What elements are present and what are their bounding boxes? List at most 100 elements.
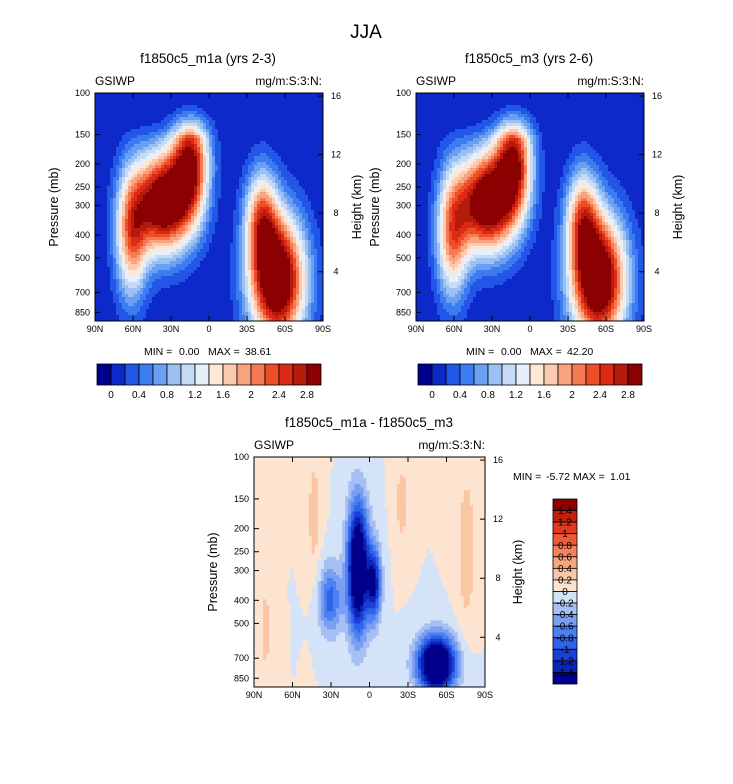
field-cell: [224, 207, 228, 211]
field-cell: [197, 126, 201, 130]
field-cell: [233, 174, 237, 178]
field-cell: [185, 96, 189, 100]
field-cell: [275, 237, 279, 241]
field-cell: [173, 129, 177, 133]
field-cell: [128, 96, 132, 100]
field-cell: [95, 270, 99, 274]
field-cell: [155, 246, 159, 250]
field-cell: [200, 126, 204, 130]
field-cell: [155, 273, 159, 277]
field-cell: [134, 240, 138, 244]
field-cell: [158, 222, 162, 226]
field-cell: [146, 177, 150, 181]
field-cell: [101, 273, 105, 277]
field-cell: [278, 276, 282, 280]
field-cell: [272, 243, 276, 247]
field-cell: [146, 162, 150, 166]
field-cell: [293, 93, 297, 97]
field-cell: [101, 114, 105, 118]
field-cell: [227, 162, 231, 166]
field-cell: [203, 234, 207, 238]
field-cell: [110, 198, 114, 202]
field-cell: [185, 288, 189, 292]
field-cell: [149, 111, 153, 115]
field-cell: [260, 117, 264, 121]
field-cell: [158, 171, 162, 175]
field-cell: [305, 114, 309, 118]
field-cell: [239, 138, 243, 142]
field-cell: [140, 255, 144, 259]
field-cell: [311, 231, 315, 235]
field-cell: [248, 237, 252, 241]
field-cell: [305, 138, 309, 142]
field-cell: [314, 243, 318, 247]
field-cell: [254, 147, 258, 151]
field-cell: [167, 207, 171, 211]
field-cell: [119, 225, 123, 229]
field-cell: [212, 201, 216, 205]
field-cell: [206, 285, 210, 289]
field-cell: [209, 210, 213, 214]
field-cell: [272, 204, 276, 208]
field-cell: [239, 270, 243, 274]
field-cell: [134, 273, 138, 277]
field-cell: [137, 177, 141, 181]
field-cell: [269, 216, 273, 220]
field-cell: [212, 129, 216, 133]
field-cell: [251, 195, 255, 199]
field-cell: [278, 240, 282, 244]
field-cell: [98, 237, 102, 241]
field-cell: [128, 189, 132, 193]
field-cell: [311, 105, 315, 109]
field-cell: [101, 252, 105, 256]
field-cell: [311, 138, 315, 142]
field-cell: [296, 135, 300, 139]
field-cell: [305, 282, 309, 286]
field-cell: [149, 93, 153, 97]
field-cell: [98, 180, 102, 184]
field-cell: [227, 261, 231, 265]
field-cell: [275, 279, 279, 283]
field-cell: [275, 138, 279, 142]
field-cell: [194, 201, 198, 205]
field-cell: [95, 126, 99, 130]
field-cell: [266, 105, 270, 109]
field-cell: [161, 222, 165, 226]
field-cell: [122, 108, 126, 112]
field-cell: [242, 225, 246, 229]
field-cell: [284, 120, 288, 124]
field-cell: [287, 225, 291, 229]
field-cell: [257, 174, 261, 178]
field-cell: [170, 279, 174, 283]
field-cell: [179, 96, 183, 100]
field-cell: [254, 165, 258, 169]
field-cell: [158, 234, 162, 238]
field-cell: [257, 165, 261, 169]
field-cell: [302, 195, 306, 199]
field-cell: [224, 222, 228, 226]
field-cell: [128, 243, 132, 247]
field-cell: [302, 231, 306, 235]
field-cell: [230, 285, 234, 289]
field-cell: [95, 228, 99, 232]
field-cell: [317, 150, 321, 154]
field-cell: [137, 168, 141, 172]
field-cell: [284, 201, 288, 205]
field-cell: [107, 174, 111, 178]
field-cell: [278, 129, 282, 133]
field-cell: [155, 138, 159, 142]
field-cell: [191, 135, 195, 139]
field-cell: [137, 138, 141, 142]
field-cell: [140, 186, 144, 190]
field-cell: [218, 270, 222, 274]
field-cell: [107, 216, 111, 220]
field-cell: [263, 195, 267, 199]
field-cell: [236, 219, 240, 223]
field-cell: [287, 213, 291, 217]
field-cell: [131, 111, 135, 115]
field-cell: [158, 228, 162, 232]
field-cell: [110, 222, 114, 226]
field-cell: [179, 231, 183, 235]
field-cell: [317, 240, 321, 244]
field-cell: [230, 264, 234, 268]
